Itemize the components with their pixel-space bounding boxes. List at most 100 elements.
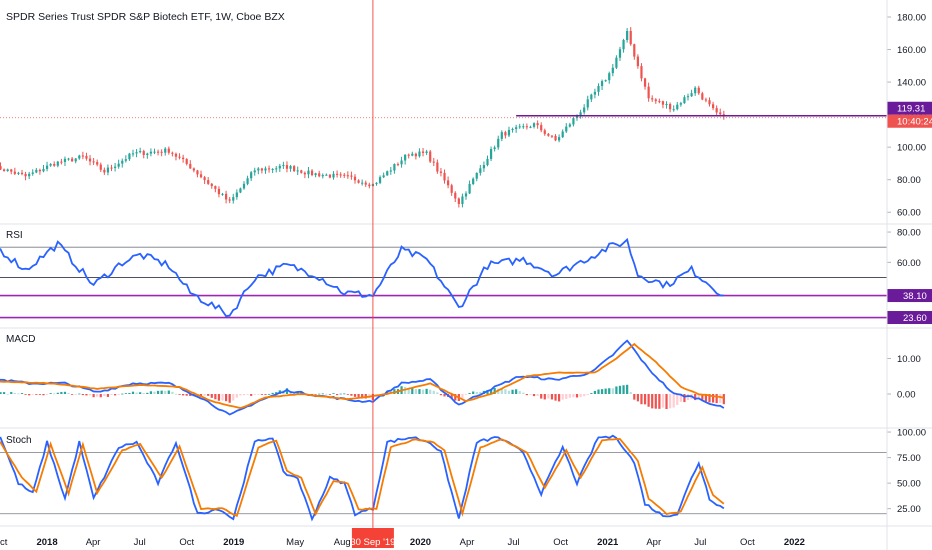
price-candle: [507, 129, 511, 136]
price-candle: [400, 160, 403, 165]
rsi-tick-label: 80.00: [897, 228, 921, 239]
rsi-panel[interactable]: RSI 60.00 80.00 38.10 23.60: [0, 228, 932, 325]
rsi-title: RSI: [6, 230, 23, 241]
macd-histogram-bar: [285, 388, 289, 394]
macd-histogram-bar: [421, 389, 425, 394]
macd-histogram-bar: [436, 392, 439, 394]
macd-histogram-bar: [504, 389, 507, 394]
macd-histogram-bar: [532, 394, 536, 397]
stoch-tick-label: 25.00: [897, 504, 921, 515]
price-candle: [99, 164, 102, 170]
macd-histogram-bar: [20, 393, 24, 394]
time-tick-label: Apr: [86, 537, 101, 548]
macd-histogram-bar: [135, 392, 138, 394]
price-candle: [10, 169, 13, 172]
price-candle: [142, 151, 145, 155]
macd-histogram-bar: [615, 386, 618, 394]
time-tick-label: Apr: [460, 537, 475, 548]
time-tick-label: 2020: [410, 537, 431, 548]
price-candle: [24, 173, 27, 177]
macd-histogram-bar: [314, 394, 317, 395]
macd-histogram-bar: [468, 393, 471, 394]
price-candle: [432, 161, 435, 163]
price-candle: [457, 198, 460, 204]
price-candle: [321, 175, 324, 177]
macd-histogram-bar: [24, 394, 27, 395]
macd-histogram-bar: [536, 394, 539, 396]
price-candle: [715, 108, 718, 113]
price-candle: [389, 170, 392, 172]
macd-histogram-bar: [60, 392, 63, 394]
macd-histogram-bar: [171, 391, 174, 394]
macd-histogram-bar: [701, 394, 704, 400]
rsi-tick-label: 60.00: [897, 258, 921, 269]
price-candle: [676, 104, 679, 110]
price-candle: [690, 93, 693, 97]
price-tick-label: 80.00: [897, 175, 921, 186]
price-candle: [711, 104, 715, 109]
price-candle: [547, 133, 550, 136]
price-candle: [156, 151, 160, 153]
price-candle: [113, 166, 117, 168]
macd-histogram-bar: [228, 394, 231, 403]
price-candle: [232, 197, 235, 201]
macd-histogram-bar: [604, 388, 607, 394]
price-candle: [185, 159, 188, 164]
macd-histogram-bar: [550, 394, 554, 400]
time-tick-label: Jul: [508, 537, 520, 548]
price-candle: [339, 174, 342, 176]
price-candle: [128, 153, 131, 160]
price-candle: [425, 151, 428, 153]
macd-histogram-bar: [597, 389, 600, 394]
rsi-line: [0, 237, 724, 318]
stoch-tick-label: 75.00: [897, 453, 921, 464]
macd-histogram-bar: [636, 394, 639, 402]
macd-tick-label: 0.00: [897, 390, 916, 401]
price-panel[interactable]: 60.0080.00100.00120.00140.00160.00180.00…: [0, 13, 932, 219]
price-candle: [85, 155, 88, 159]
macd-histogram-bar: [6, 393, 9, 395]
macd-histogram-bar: [207, 394, 210, 396]
stoch-panel[interactable]: Stoch 25.00 50.00 75.00 100.00: [0, 428, 926, 522]
price-candle: [250, 172, 253, 179]
price-candle: [139, 151, 142, 153]
macd-histogram-bar: [540, 394, 543, 399]
macd-histogram-bar: [318, 393, 321, 395]
price-candle: [597, 85, 600, 92]
macd-histogram-bar: [56, 392, 59, 394]
price-candle: [343, 174, 346, 176]
price-candle: [414, 153, 417, 157]
rsi-level-label: 38.10: [903, 291, 927, 302]
macd-histogram-bar: [35, 394, 38, 395]
macd-panel[interactable]: MACD 0.00 10.00: [0, 334, 921, 416]
macd-histogram-bar: [511, 389, 514, 394]
macd-histogram-bar: [232, 394, 235, 401]
macd-histogram-bar: [676, 394, 679, 406]
macd-histogram-bar: [479, 391, 482, 394]
macd-histogram-bar: [475, 391, 478, 394]
time-tick-label: 2019: [223, 537, 244, 548]
price-candle: [74, 158, 77, 162]
macd-histogram-bar: [217, 394, 221, 401]
macd-histogram-bar: [275, 392, 278, 394]
price-candle: [361, 182, 364, 184]
macd-histogram-bar: [590, 393, 593, 394]
macd-histogram-bar: [271, 392, 274, 394]
stoch-d-line: [0, 438, 725, 518]
stoch-tick-label: 50.00: [897, 479, 921, 490]
macd-histogram-bar: [260, 394, 264, 395]
price-candle: [49, 164, 52, 166]
macd-histogram-bar: [658, 394, 661, 409]
price-candle: [658, 101, 661, 103]
price-candle: [611, 67, 614, 74]
price-candle: [626, 30, 629, 41]
price-candle: [665, 104, 668, 106]
price-candle: [96, 162, 99, 165]
price-candle: [450, 185, 453, 193]
price-candle: [214, 186, 217, 189]
price-candle: [210, 183, 213, 187]
price-candle: [404, 154, 407, 161]
macd-histogram-bar: [339, 393, 342, 395]
time-tick-label: 2022: [784, 537, 805, 548]
